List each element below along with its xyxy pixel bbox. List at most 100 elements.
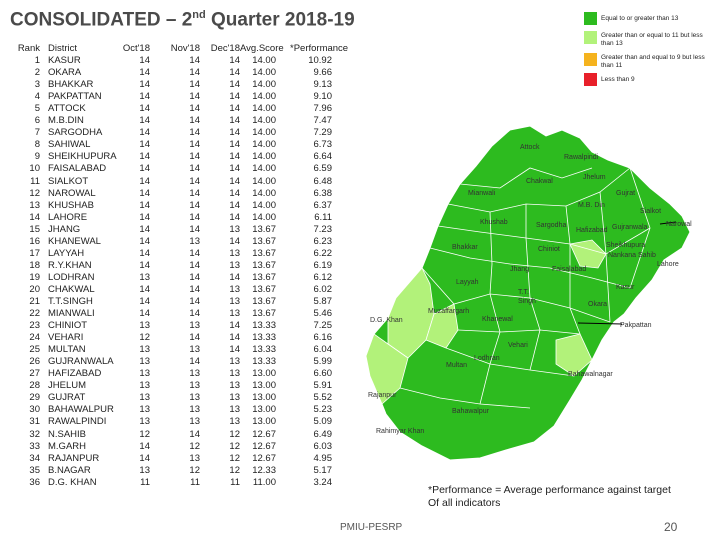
cell-dec: 12 xyxy=(229,440,240,452)
label-sialkot: Sialkot xyxy=(640,208,661,215)
cell-district: M.B.DIN xyxy=(48,115,84,127)
cell-district: GUJRAT xyxy=(48,392,86,404)
cell-avg: 13.00 xyxy=(252,368,276,380)
cell-nov: 14 xyxy=(189,91,200,103)
cell-avg: 13.67 xyxy=(252,247,276,259)
cell-avg: 13.67 xyxy=(252,259,276,271)
cell-district: CHAKWAL xyxy=(48,283,95,295)
cell-avg: 12.67 xyxy=(252,452,276,464)
cell-rank: 24 xyxy=(29,332,40,344)
cell-rank: 11 xyxy=(30,175,40,187)
district-nankana xyxy=(569,239,607,269)
cell-nov: 14 xyxy=(189,187,200,199)
label-layyah: Layyah xyxy=(456,279,479,286)
cell-rank: 35 xyxy=(29,464,40,476)
cell-nov: 13 xyxy=(189,392,200,404)
district-bahawalnagar xyxy=(555,333,593,377)
cell-district: N.SAHIB xyxy=(48,428,87,440)
cell-district: B.NAGAR xyxy=(48,464,91,476)
cell-oct: 12 xyxy=(139,428,150,440)
legend-label: Equal to or greater than 13 xyxy=(601,15,679,22)
cell-district: KHANEWAL xyxy=(48,235,101,247)
cell-avg: 14.00 xyxy=(252,127,276,139)
cell-dec: 13 xyxy=(229,356,240,368)
cell-oct: 14 xyxy=(139,440,150,452)
cell-performance: 6.38 xyxy=(313,187,333,199)
cell-avg: 12.67 xyxy=(252,440,276,452)
cell-rank: 12 xyxy=(29,187,40,199)
cell-rank: 26 xyxy=(29,356,40,368)
cell-nov: 11 xyxy=(190,476,200,488)
cell-dec: 13 xyxy=(229,392,240,404)
cell-avg: 14.00 xyxy=(252,163,276,175)
cell-nov: 14 xyxy=(189,283,200,295)
label-gujranwala: Gujranwala xyxy=(612,224,648,231)
cell-district: SHEIKHUPURA xyxy=(48,151,117,163)
cell-performance: 6.23 xyxy=(313,235,333,247)
cell-district: SARGODHA xyxy=(48,127,103,139)
cell-avg: 13.33 xyxy=(252,344,276,356)
cell-avg: 14.00 xyxy=(252,187,276,199)
cell-oct: 14 xyxy=(139,175,150,187)
cell-avg: 13.33 xyxy=(252,320,276,332)
cell-rank: 14 xyxy=(29,211,40,223)
cell-dec: 13 xyxy=(229,380,240,392)
label-chiniot: Chiniot xyxy=(538,246,560,253)
label-jhang: Jhang xyxy=(510,266,529,273)
district-boundaries xyxy=(399,167,651,409)
cell-oct: 14 xyxy=(139,211,150,223)
cell-performance: 6.03 xyxy=(313,440,333,452)
label-rajanpur: Rajanpur xyxy=(368,392,397,399)
cell-district: VEHARI xyxy=(48,332,84,344)
cell-oct: 14 xyxy=(139,115,150,127)
cell-avg: 13.33 xyxy=(252,332,276,344)
label-rawalpindi: Rawalpindi xyxy=(564,154,599,161)
cell-district: M.GARH xyxy=(48,440,86,452)
label-narowal: Narowal xyxy=(666,221,692,228)
cell-performance: 7.25 xyxy=(313,320,333,332)
label-gujrat: Gujrat xyxy=(616,190,635,197)
cell-rank: 36 xyxy=(29,476,40,488)
cell-district: ATTOCK xyxy=(48,103,86,115)
cell-performance: 9.13 xyxy=(313,79,333,91)
cell-nov: 12 xyxy=(189,464,200,476)
cell-avg: 13.67 xyxy=(252,235,276,247)
cell-dec: 13 xyxy=(229,368,240,380)
cell-avg: 13.67 xyxy=(252,223,276,235)
cell-avg: 14.00 xyxy=(252,175,276,187)
label-chakwal: Chakwal xyxy=(526,178,553,185)
header-performance: *Performance xyxy=(290,43,349,54)
cell-avg: 14.00 xyxy=(252,91,276,103)
cell-oct: 14 xyxy=(139,308,150,320)
cell-dec: 14 xyxy=(229,320,240,332)
cell-rank: 1 xyxy=(34,55,40,67)
cell-district: SIALKOT xyxy=(48,175,89,187)
label-mbdin: M.B. Din xyxy=(578,202,605,209)
cell-nov: 14 xyxy=(189,211,200,223)
header-rank: Rank xyxy=(17,43,40,54)
cell-nov: 13 xyxy=(189,344,200,356)
cell-rank: 17 xyxy=(29,247,40,259)
cell-oct: 14 xyxy=(139,91,150,103)
label-bahawalpur: Bahawalpur xyxy=(452,408,490,415)
cell-dec: 12 xyxy=(229,428,240,440)
cell-nov: 13 xyxy=(189,416,200,428)
cell-district: NAROWAL xyxy=(48,187,96,199)
cell-dec: 14 xyxy=(229,199,240,211)
label-lahore: Lahore xyxy=(657,261,679,268)
label-okara: Okara xyxy=(588,301,607,308)
cell-dec: 14 xyxy=(229,332,240,344)
cell-district: RAWALPINDI xyxy=(48,416,107,428)
cell-oct: 14 xyxy=(139,79,150,91)
cell-avg: 12.67 xyxy=(252,428,276,440)
cell-performance: 6.19 xyxy=(313,259,333,271)
cell-nov: 14 xyxy=(189,295,200,307)
cell-performance: 6.16 xyxy=(313,332,333,344)
cell-oct: 13 xyxy=(139,404,150,416)
cell-oct: 13 xyxy=(139,392,150,404)
cell-district: JHELUM xyxy=(48,380,87,392)
cell-oct: 13 xyxy=(139,320,150,332)
header-oct: Oct'18 xyxy=(122,43,150,54)
cell-oct: 14 xyxy=(139,199,150,211)
title-main: CONSOLIDATED – 2 xyxy=(10,9,193,31)
